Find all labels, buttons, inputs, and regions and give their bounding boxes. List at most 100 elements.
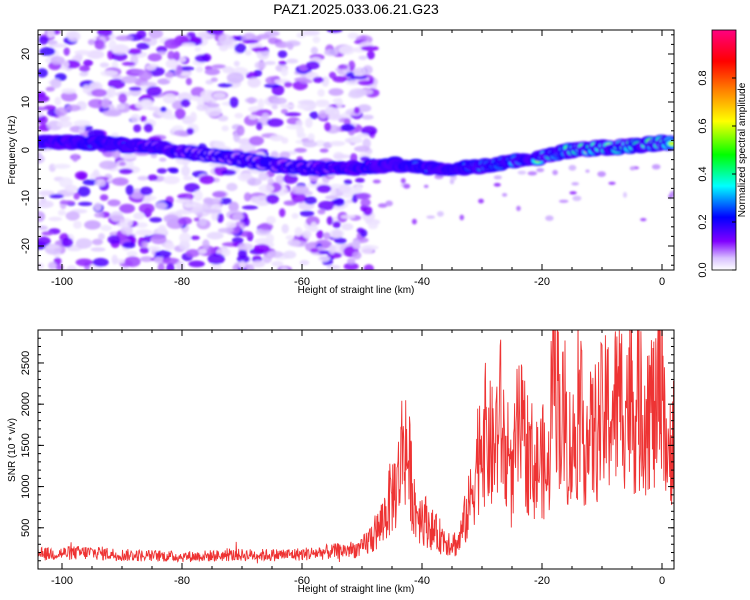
noise-cell	[84, 220, 101, 230]
snr-background	[38, 330, 674, 569]
noise-cell	[99, 160, 117, 170]
noise-cell	[193, 217, 200, 222]
noise-cell	[196, 104, 209, 112]
noise-cell	[92, 238, 103, 246]
noise-cell	[97, 30, 113, 37]
noise-cell	[264, 61, 276, 65]
noise-cell	[597, 171, 606, 178]
noise-cell	[296, 32, 306, 39]
noise-cell	[213, 141, 226, 149]
noise-cell	[145, 64, 157, 71]
noise-cell	[225, 221, 237, 229]
noise-cell	[115, 35, 134, 41]
noise-cell	[39, 47, 56, 56]
noise-cell	[185, 77, 192, 86]
noise-cell	[332, 76, 348, 83]
colorbar-label: Normalized spectral amplitude	[737, 82, 748, 217]
noise-cell	[363, 264, 374, 270]
noise-cell	[326, 264, 341, 270]
noise-cell	[305, 117, 313, 128]
x-tick-label: -60	[294, 276, 310, 288]
noise-cell	[258, 172, 269, 181]
noise-cell	[65, 211, 80, 221]
noise-cell	[38, 262, 45, 269]
noise-cell	[38, 190, 55, 196]
noise-cell	[302, 30, 320, 36]
x-tick-label: -80	[174, 276, 190, 288]
noise-cell	[281, 223, 289, 234]
noise-cell	[253, 244, 270, 253]
noise-cell	[309, 111, 319, 120]
noise-cell	[175, 260, 185, 270]
noise-cell	[331, 229, 343, 239]
noise-cell	[75, 258, 93, 267]
noise-cell	[236, 255, 250, 264]
noise-cell	[73, 220, 82, 229]
noise-cell	[349, 153, 358, 163]
noise-cell	[146, 86, 162, 97]
noise-cell	[319, 148, 329, 153]
noise-cell	[150, 234, 167, 245]
noise-cell	[271, 260, 284, 267]
noise-cell	[318, 200, 336, 211]
noise-cell	[369, 84, 378, 90]
noise-cell	[251, 47, 269, 52]
noise-cell	[360, 198, 371, 207]
y-tick-label: 10	[20, 96, 32, 108]
noise-cell	[281, 137, 289, 144]
noise-cell	[55, 264, 64, 270]
noise-cell	[181, 42, 196, 47]
noise-cell	[147, 106, 161, 111]
noise-cell	[175, 198, 192, 204]
noise-cell	[585, 169, 590, 173]
noise-cell	[147, 53, 162, 62]
noise-cell	[242, 39, 259, 44]
noise-cell	[59, 200, 75, 205]
noise-cell	[137, 175, 149, 181]
noise-cell	[353, 67, 366, 77]
noise-cell	[111, 177, 129, 186]
noise-cell	[218, 34, 234, 46]
noise-cell	[312, 36, 321, 44]
noise-cell	[353, 106, 360, 114]
noise-cell	[280, 67, 289, 77]
noise-cell	[333, 154, 351, 159]
noise-cell	[178, 209, 189, 215]
noise-cell	[341, 123, 355, 132]
y-tick-label: 500	[20, 519, 32, 537]
noise-cell	[558, 199, 569, 203]
noise-cell	[203, 197, 214, 204]
noise-cell	[314, 140, 326, 147]
noise-cell	[271, 104, 278, 110]
noise-cell	[48, 261, 57, 270]
noise-cell	[333, 198, 345, 207]
noise-cell	[237, 243, 254, 251]
noise-cell	[38, 236, 51, 247]
noise-cell	[94, 39, 105, 50]
noise-cell	[296, 132, 307, 139]
noise-cell	[111, 52, 128, 61]
noise-cell	[50, 43, 67, 48]
noise-cell	[640, 218, 647, 222]
noise-cell	[205, 79, 214, 85]
x-tick-label: -100	[51, 276, 73, 288]
noise-cell	[355, 177, 365, 183]
noise-cell	[355, 88, 373, 96]
noise-cell	[278, 60, 287, 66]
noise-cell	[50, 78, 62, 89]
noise-cell	[98, 233, 105, 240]
noise-cell	[167, 50, 175, 61]
noise-cell	[164, 71, 175, 78]
noise-cell	[267, 250, 284, 258]
noise-cell	[73, 192, 80, 200]
noise-cell	[426, 215, 436, 219]
noise-cell	[78, 124, 86, 134]
x-tick-label: -40	[414, 276, 430, 288]
noise-cell	[366, 50, 375, 60]
noise-cell	[437, 211, 444, 217]
noise-cell	[102, 110, 121, 117]
noise-cell	[328, 71, 337, 79]
noise-cell	[177, 216, 193, 225]
noise-cell	[333, 204, 346, 210]
noise-cell	[45, 86, 55, 92]
